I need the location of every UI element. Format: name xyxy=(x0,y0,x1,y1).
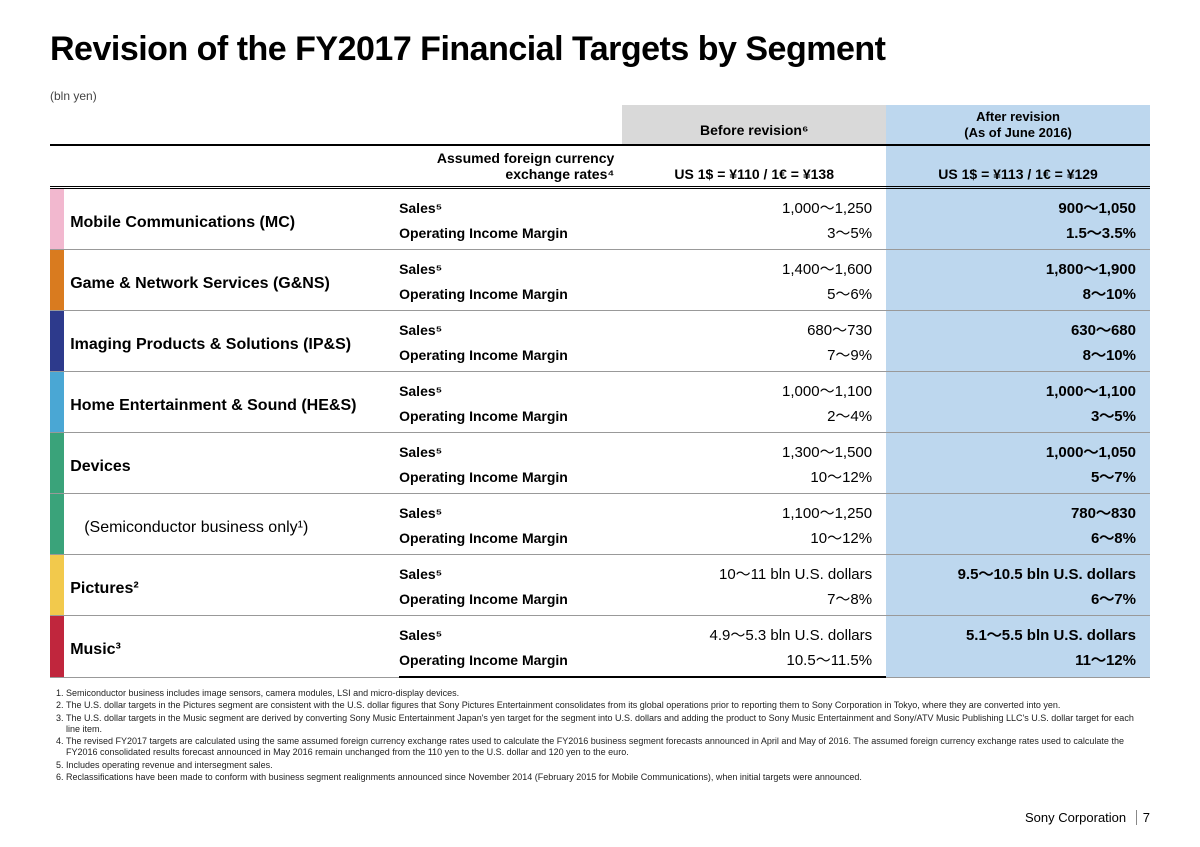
after-header-line1: After revision xyxy=(890,109,1146,125)
value-after-sales: 900～1,050 xyxy=(886,188,1150,220)
col-header-before: Before revision⁶ xyxy=(622,105,886,145)
metric-label-oim: Operating Income Margin xyxy=(399,341,622,372)
value-before-sales: 1,300～1,500 xyxy=(622,433,886,464)
page-number: 7 xyxy=(1136,810,1150,825)
value-after-oim: 11～12% xyxy=(886,646,1150,677)
value-before-oim: 3～5% xyxy=(622,219,886,250)
segment-name: Devices xyxy=(64,433,399,494)
segment-table: Before revision⁶ After revision (As of J… xyxy=(50,105,1150,678)
segment-color-bar xyxy=(50,494,64,555)
value-after-sales: 1,800～1,900 xyxy=(886,250,1150,281)
value-after-oim: 8～10% xyxy=(886,280,1150,311)
value-before-oim: 10.5～11.5% xyxy=(622,646,886,677)
segment-name: Music³ xyxy=(64,616,399,678)
footnote-item: The U.S. dollar targets in the Music seg… xyxy=(66,713,1150,736)
segment-row: Imaging Products & Solutions (IP&S)Sales… xyxy=(50,311,1150,342)
segment-name: Mobile Communications (MC) xyxy=(64,188,399,250)
value-after-oim: 5～7% xyxy=(886,463,1150,494)
segment-row: Home Entertainment & Sound (HE&S)Sales⁵1… xyxy=(50,372,1150,403)
segment-color-bar xyxy=(50,616,64,678)
segment-color-bar xyxy=(50,250,64,311)
metric-label-sales: Sales⁵ xyxy=(399,494,622,525)
value-before-oim: 10～12% xyxy=(622,524,886,555)
footnote-item: Includes operating revenue and intersegm… xyxy=(66,760,1150,771)
segment-name: (Semiconductor business only¹) xyxy=(64,494,399,555)
value-before-sales: 1,000～1,250 xyxy=(622,188,886,220)
value-before-sales: 10～11 bln U.S. dollars xyxy=(622,555,886,586)
value-after-oim: 6～7% xyxy=(886,585,1150,616)
segment-name: Imaging Products & Solutions (IP&S) xyxy=(64,311,399,372)
segment-row: Mobile Communications (MC)Sales⁵1,000～1,… xyxy=(50,188,1150,220)
metric-label-oim: Operating Income Margin xyxy=(399,280,622,311)
value-before-sales: 4.9～5.3 bln U.S. dollars xyxy=(622,616,886,647)
unit-label: (bln yen) xyxy=(50,89,1150,103)
metric-label-sales: Sales⁵ xyxy=(399,616,622,647)
footnote-item: The U.S. dollar targets in the Pictures … xyxy=(66,700,1150,711)
value-after-sales: 5.1～5.5 bln U.S. dollars xyxy=(886,616,1150,647)
fx-rate-label: Assumed foreign currency exchange rates⁴ xyxy=(399,145,622,188)
segment-color-bar xyxy=(50,372,64,433)
metric-label-sales: Sales⁵ xyxy=(399,188,622,220)
value-after-sales: 1,000～1,100 xyxy=(886,372,1150,403)
segment-row: Pictures²Sales⁵10～11 bln U.S. dollars9.5… xyxy=(50,555,1150,586)
value-after-oim: 3～5% xyxy=(886,402,1150,433)
segment-color-bar xyxy=(50,311,64,372)
footer-company: Sony Corporation xyxy=(1025,810,1126,825)
value-before-sales: 1,400～1,600 xyxy=(622,250,886,281)
value-after-sales: 1,000～1,050 xyxy=(886,433,1150,464)
page-title: Revision of the FY2017 Financial Targets… xyxy=(50,30,1150,69)
segment-color-bar xyxy=(50,433,64,494)
value-after-sales: 780～830 xyxy=(886,494,1150,525)
col-header-after: After revision (As of June 2016) xyxy=(886,105,1150,145)
value-after-sales: 9.5～10.5 bln U.S. dollars xyxy=(886,555,1150,586)
metric-label-oim: Operating Income Margin xyxy=(399,585,622,616)
metric-label-oim: Operating Income Margin xyxy=(399,219,622,250)
after-header-line2: (As of June 2016) xyxy=(890,125,1146,141)
footnotes: Semiconductor business includes image se… xyxy=(50,688,1150,783)
value-before-sales: 1,100～1,250 xyxy=(622,494,886,525)
segment-row: DevicesSales⁵1,300～1,5001,000～1,050 xyxy=(50,433,1150,464)
footer: Sony Corporation 7 xyxy=(1025,810,1150,825)
fx-before: US 1$ = ¥110 / 1€ = ¥138 xyxy=(622,145,886,188)
segment-name: Home Entertainment & Sound (HE&S) xyxy=(64,372,399,433)
segment-row: Music³Sales⁵4.9～5.3 bln U.S. dollars5.1～… xyxy=(50,616,1150,647)
metric-label-sales: Sales⁵ xyxy=(399,555,622,586)
segment-row: Game & Network Services (G&NS)Sales⁵1,40… xyxy=(50,250,1150,281)
footnote-item: Reclassifications have been made to conf… xyxy=(66,772,1150,783)
segment-color-bar xyxy=(50,555,64,616)
metric-label-sales: Sales⁵ xyxy=(399,433,622,464)
value-after-oim: 6～8% xyxy=(886,524,1150,555)
value-before-oim: 7～8% xyxy=(622,585,886,616)
metric-label-oim: Operating Income Margin xyxy=(399,524,622,555)
segment-color-bar xyxy=(50,188,64,250)
metric-label-oim: Operating Income Margin xyxy=(399,463,622,494)
metric-label-oim: Operating Income Margin xyxy=(399,402,622,433)
value-before-oim: 10～12% xyxy=(622,463,886,494)
value-before-oim: 2～4% xyxy=(622,402,886,433)
metric-label-sales: Sales⁵ xyxy=(399,250,622,281)
segment-row: (Semiconductor business only¹)Sales⁵1,10… xyxy=(50,494,1150,525)
value-before-sales: 1,000～1,100 xyxy=(622,372,886,403)
fx-after: US 1$ = ¥113 / 1€ = ¥129 xyxy=(886,145,1150,188)
metric-label-sales: Sales⁵ xyxy=(399,311,622,342)
metric-label-oim: Operating Income Margin xyxy=(399,646,622,677)
value-before-sales: 680～730 xyxy=(622,311,886,342)
value-before-oim: 7～9% xyxy=(622,341,886,372)
metric-label-sales: Sales⁵ xyxy=(399,372,622,403)
segment-name: Pictures² xyxy=(64,555,399,616)
footnote-item: The revised FY2017 targets are calculate… xyxy=(66,736,1150,759)
footnote-item: Semiconductor business includes image se… xyxy=(66,688,1150,699)
value-after-sales: 630～680 xyxy=(886,311,1150,342)
segment-name: Game & Network Services (G&NS) xyxy=(64,250,399,311)
value-after-oim: 1.5～3.5% xyxy=(886,219,1150,250)
value-after-oim: 8～10% xyxy=(886,341,1150,372)
value-before-oim: 5～6% xyxy=(622,280,886,311)
